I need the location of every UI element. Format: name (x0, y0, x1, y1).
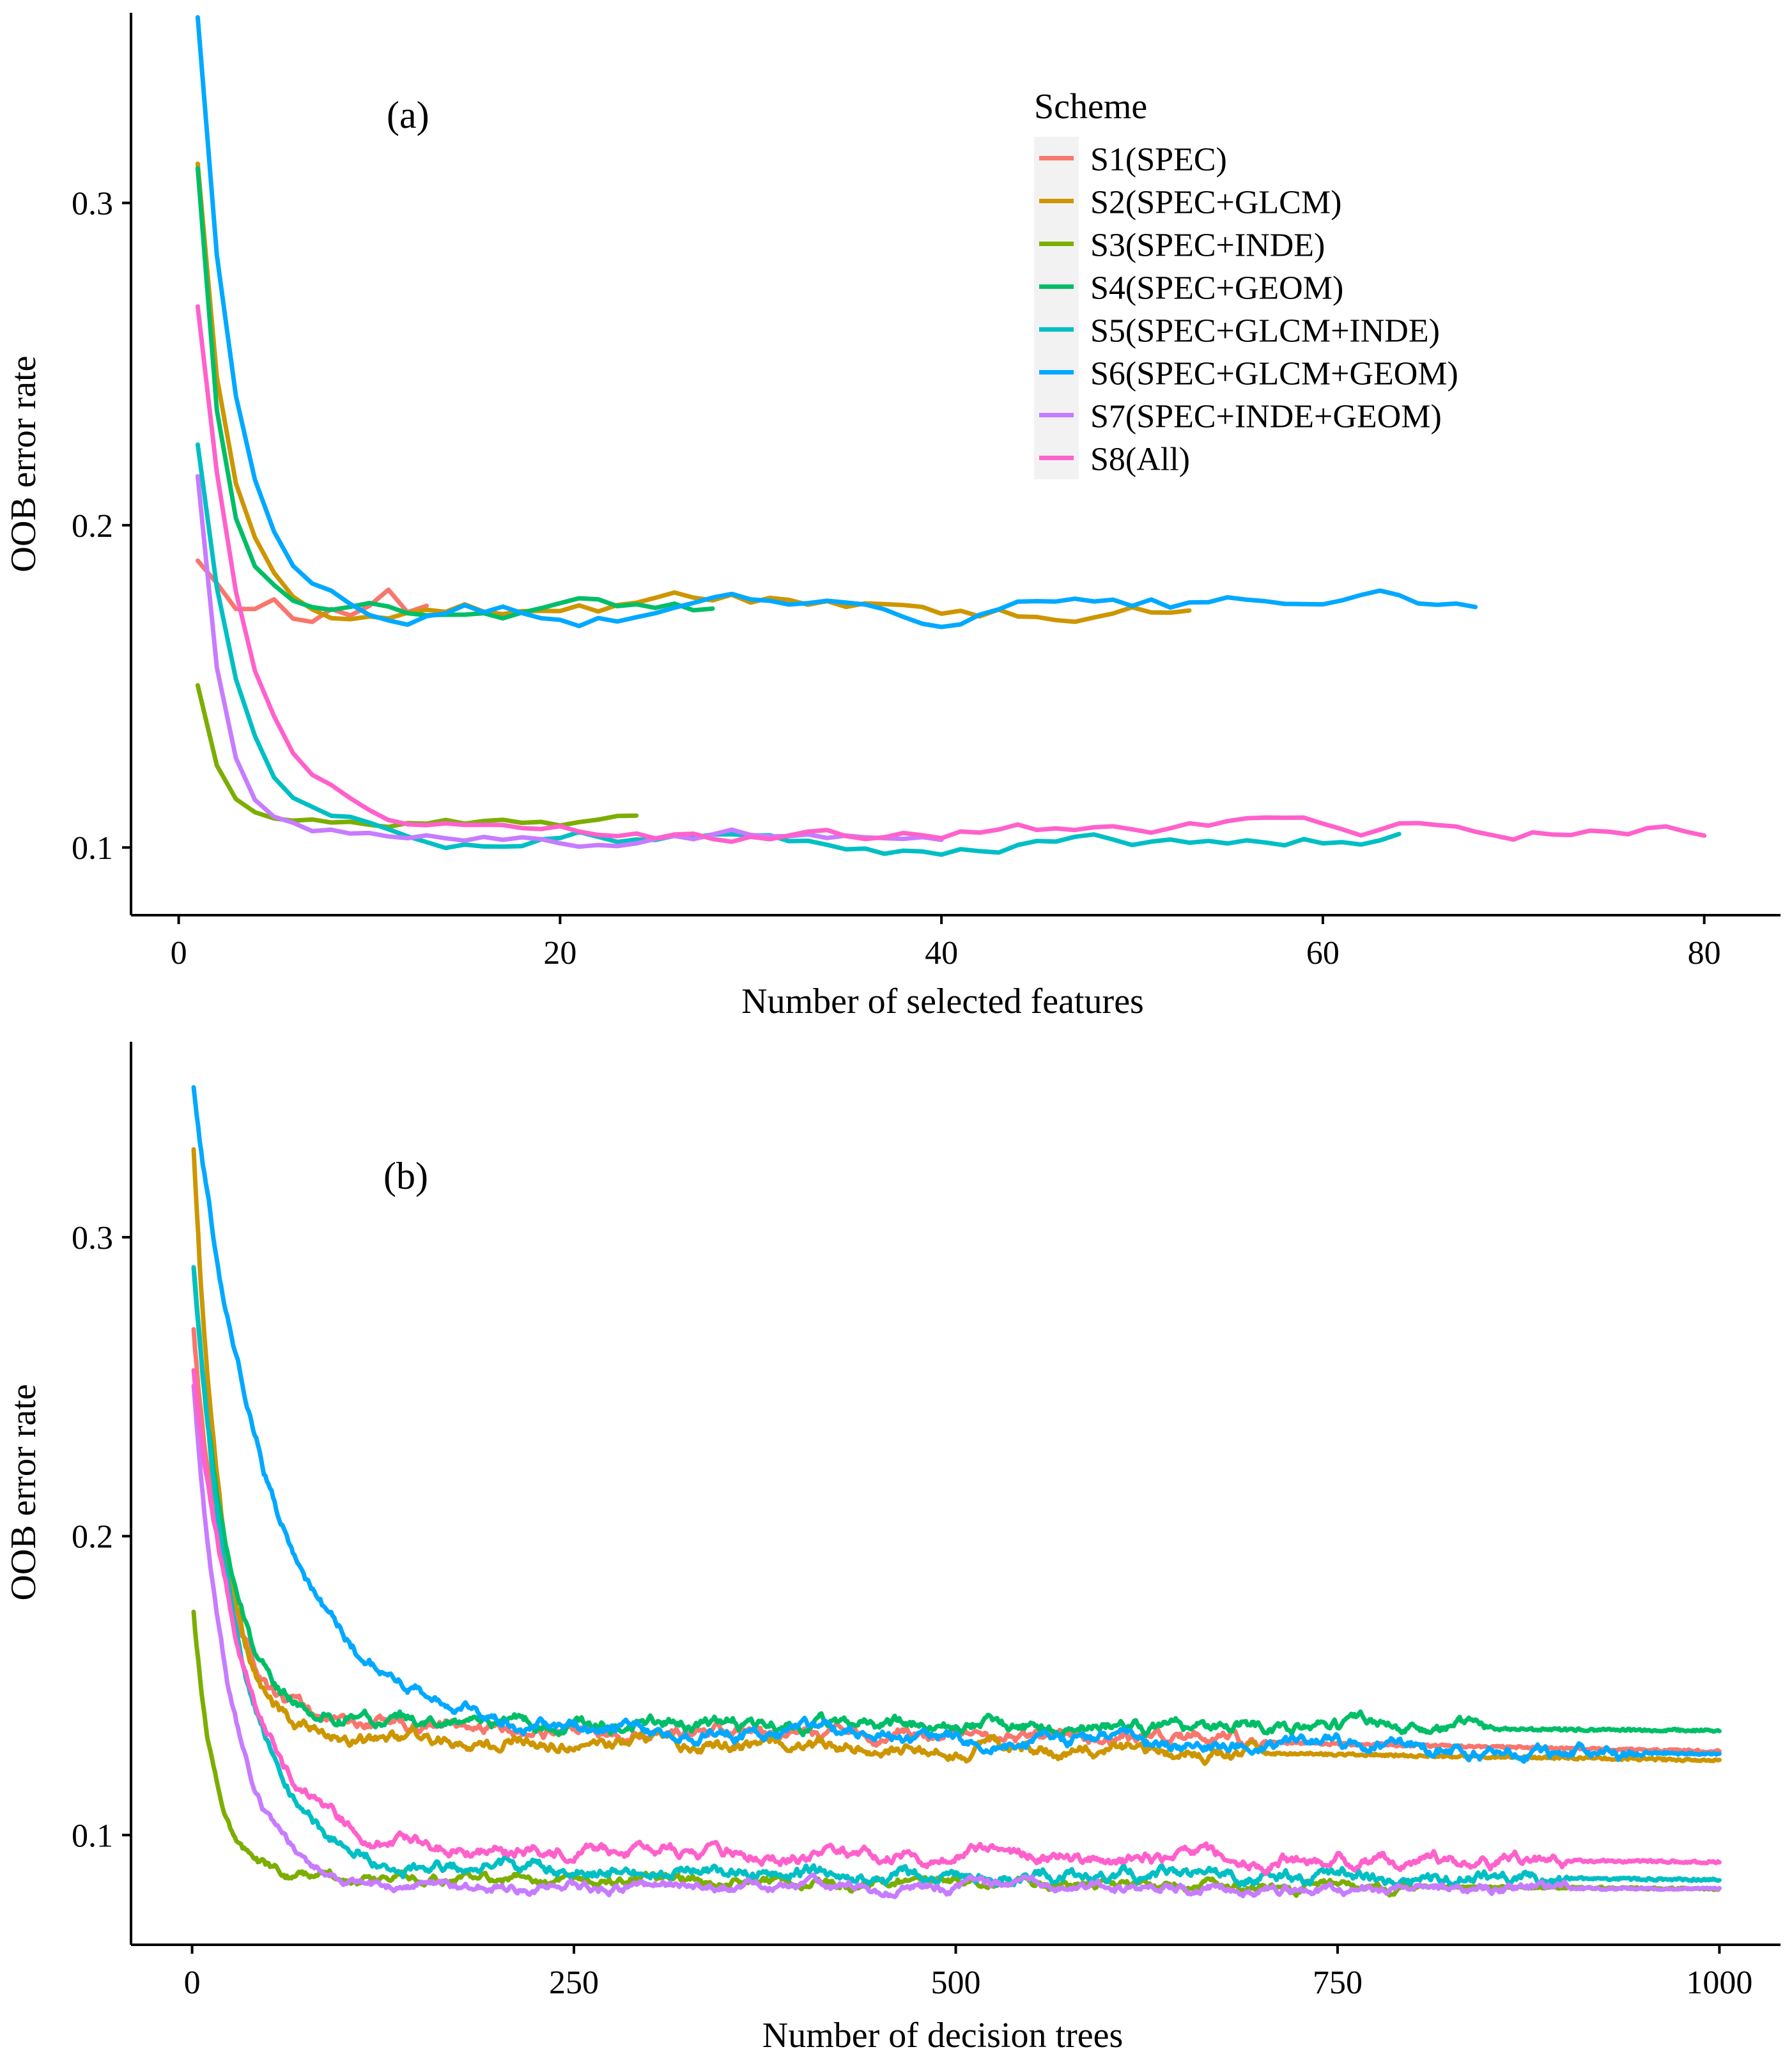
x-tick-label: 0 (171, 935, 187, 971)
series-line-s4-panel-b (191, 1265, 1722, 1739)
legend-label-s5: S5(SPEC+GLCM+INDE) (1090, 313, 1440, 350)
panel-a-ticks: 0 20 40 60 80 0.1 0.2 0.3 (72, 186, 1721, 971)
series-line-s4-panel-a (195, 166, 715, 621)
panel-a-feature-selection: 0 20 40 60 80 0.1 0.2 0.3 (a) Number of selecte… (4, 13, 1780, 1021)
legend-label-s4: S4(SPEC+GEOM) (1090, 270, 1343, 307)
x-tick-label: 1000 (1686, 1965, 1752, 2001)
panel-a-series-layer (195, 15, 1707, 857)
panel-a-y-axis-title: OOB error rate (4, 356, 43, 573)
series-line-s7-panel-a (195, 474, 944, 849)
series-line-s8-panel-a (195, 304, 1707, 844)
y-tick-label: 0.3 (72, 186, 113, 222)
legend-label-s1: S1(SPEC) (1090, 142, 1227, 178)
legend-title: Scheme (1034, 87, 1147, 127)
series-line-s1-panel-a (195, 558, 429, 624)
series-line-s5-panel-b (191, 1265, 1722, 1889)
x-tick-label: 60 (1306, 935, 1340, 971)
panel-a-x-axis-title: Number of selected features (741, 982, 1144, 1021)
x-tick-label: 0 (184, 1965, 201, 2001)
x-tick-label: 500 (931, 1965, 981, 2001)
y-tick-label: 0.3 (72, 1220, 113, 1256)
legend-label-s3: S3(SPEC+INDE) (1090, 228, 1325, 264)
series-line-s2-panel-a (195, 161, 1192, 624)
panel-b-decision-trees: 0 250 500 750 1000 0.1 0.2 0.3 (b) Number of de… (4, 1042, 1780, 2055)
x-tick-label: 20 (543, 935, 576, 971)
legend-label-s6: S6(SPEC+GLCM+GEOM) (1090, 356, 1458, 392)
series-line-s6-panel-b (191, 1085, 1722, 1764)
scheme-legend: Scheme S1(SPEC) S2(SPEC+GLCM) S3(SPEC+INDE… (1034, 87, 1458, 479)
x-tick-label: 750 (1313, 1965, 1363, 2001)
y-tick-label: 0.1 (72, 830, 113, 867)
series-line-s6-panel-a (195, 15, 1478, 630)
panel-b-series-layer (191, 1085, 1722, 1899)
panel-b-y-axis-title: OOB error rate (4, 1384, 43, 1601)
panel-b-ticks: 0 250 500 750 1000 0.1 0.2 0.3 (72, 1220, 1752, 2001)
legend-label-s2: S2(SPEC+GLCM) (1090, 185, 1341, 221)
panel-b-label: (b) (383, 1155, 428, 1197)
panel-b-x-axis-title: Number of decision trees (762, 2016, 1123, 2055)
y-tick-label: 0.2 (72, 1519, 113, 1556)
series-line-s2-panel-b (191, 1147, 1722, 1766)
x-tick-label: 250 (549, 1965, 599, 2001)
series-line-s7-panel-b (191, 1384, 1722, 1899)
y-tick-label: 0.1 (72, 1818, 113, 1854)
y-tick-label: 0.2 (72, 508, 113, 545)
legend-key-background (1034, 137, 1079, 479)
x-tick-label: 80 (1688, 935, 1721, 971)
series-line-s1-panel-b (191, 1327, 1722, 1755)
x-tick-label: 40 (925, 935, 958, 971)
legend-label-s7: S7(SPEC+INDE+GEOM) (1090, 399, 1442, 435)
series-line-s5-panel-a (195, 442, 1402, 857)
series-line-s8-panel-b (191, 1368, 1722, 1876)
legend-label-s8: S8(All) (1090, 442, 1190, 478)
panel-a-label: (a) (387, 94, 429, 136)
